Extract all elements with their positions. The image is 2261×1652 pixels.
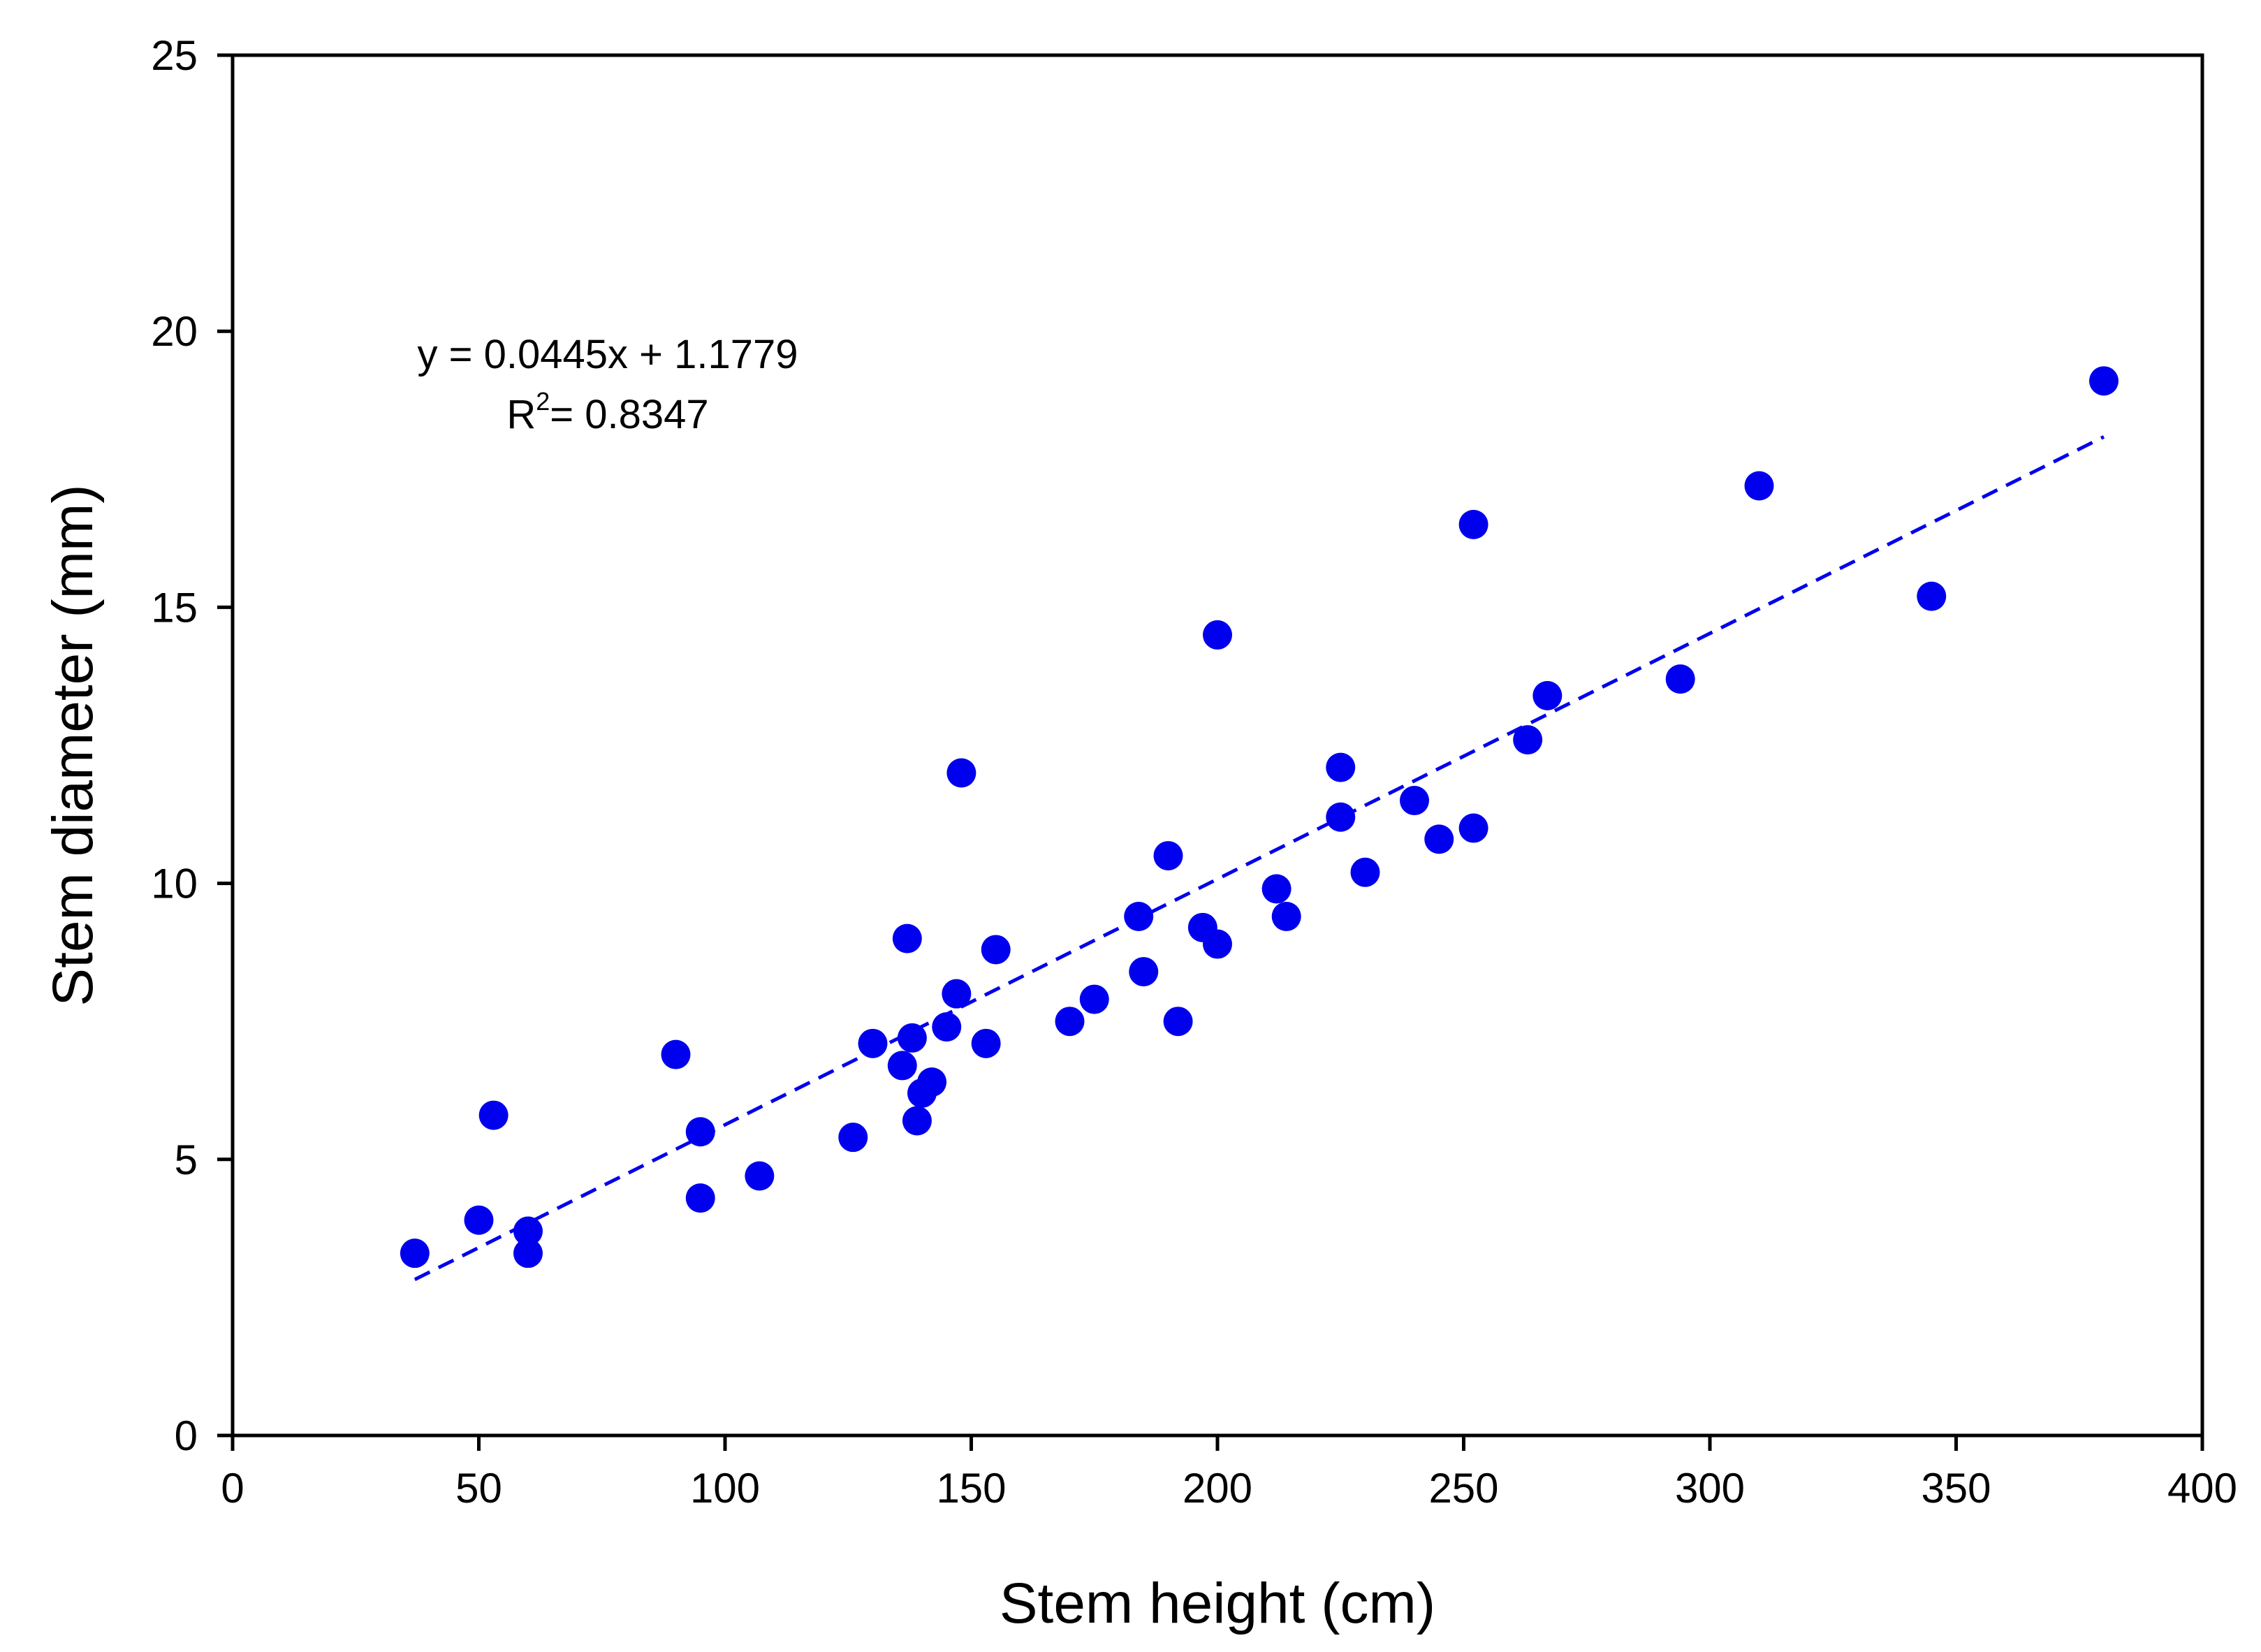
data-point: [971, 1028, 1001, 1058]
y-tick-label: 5: [175, 1136, 198, 1183]
data-point: [897, 1023, 927, 1053]
data-point: [946, 758, 976, 788]
data-points: [400, 366, 2119, 1269]
data-point: [661, 1039, 691, 1069]
data-point: [1203, 620, 1232, 650]
x-tick-label: 0: [221, 1465, 244, 1512]
data-point: [1326, 752, 1356, 782]
data-point: [513, 1216, 543, 1246]
data-point: [464, 1205, 494, 1235]
data-point: [2089, 366, 2119, 396]
data-point: [892, 923, 922, 953]
y-axis: 0 5 10 15 20 25: [151, 32, 233, 1459]
data-point: [1124, 902, 1154, 932]
r-squared-label: R2= 0.8347: [506, 387, 708, 437]
data-point: [1055, 1007, 1085, 1037]
data-point: [902, 1106, 932, 1136]
data-point: [1261, 874, 1292, 904]
data-point: [942, 979, 972, 1009]
y-tick-label: 20: [151, 308, 198, 355]
x-tick-label: 150: [936, 1465, 1006, 1512]
regression-line: [414, 435, 2105, 1281]
data-point: [1744, 471, 1774, 501]
data-point: [478, 1100, 508, 1130]
x-tick-label: 400: [2167, 1465, 2237, 1512]
data-point: [1513, 725, 1543, 755]
data-point: [400, 1238, 430, 1269]
equation-label: y = 0.0445x + 1.1779: [418, 332, 798, 377]
data-point: [1532, 680, 1563, 710]
y-tick-label: 25: [151, 32, 198, 79]
data-point: [1271, 902, 1301, 932]
data-point: [1424, 824, 1454, 854]
data-point: [1153, 841, 1183, 871]
data-point: [1400, 786, 1429, 816]
data-point: [917, 1067, 947, 1097]
data-point: [838, 1123, 868, 1153]
data-point: [932, 1012, 962, 1042]
y-axis-title: Stem diameter (mm): [41, 484, 105, 1006]
x-tick-label: 50: [455, 1465, 502, 1512]
x-axis-title: Stem height (cm): [1000, 1572, 1435, 1635]
r2-value: = 0.8347: [550, 392, 708, 437]
x-tick-label: 100: [690, 1465, 760, 1512]
data-point: [513, 1238, 543, 1269]
data-point: [685, 1183, 715, 1213]
x-tick-label: 350: [1921, 1465, 1991, 1512]
data-point: [1458, 509, 1488, 539]
y-tick-label: 10: [151, 861, 198, 907]
data-point: [858, 1028, 888, 1058]
data-point: [1917, 581, 1947, 611]
data-point: [1129, 957, 1159, 987]
data-point: [1163, 1007, 1193, 1037]
x-tick-label: 250: [1428, 1465, 1498, 1512]
data-point: [685, 1117, 715, 1147]
y-tick-label: 0: [175, 1412, 198, 1459]
data-point: [1665, 664, 1695, 694]
data-point: [1350, 857, 1380, 887]
data-point: [1458, 813, 1488, 843]
x-tick-label: 200: [1183, 1465, 1252, 1512]
regression-line-group: [414, 435, 2105, 1281]
data-point: [1079, 984, 1109, 1014]
data-point: [745, 1161, 775, 1191]
r2-exponent: 2: [536, 387, 550, 416]
y-tick-label: 15: [151, 584, 198, 631]
x-axis: 0 50 100 150 200 250 300 350 400: [221, 1435, 2237, 1512]
x-tick-label: 300: [1675, 1465, 1745, 1512]
data-point: [887, 1051, 917, 1081]
data-point: [981, 935, 1011, 965]
r2-prefix: R: [506, 392, 536, 437]
data-point: [1203, 929, 1232, 959]
data-point: [1326, 802, 1356, 832]
